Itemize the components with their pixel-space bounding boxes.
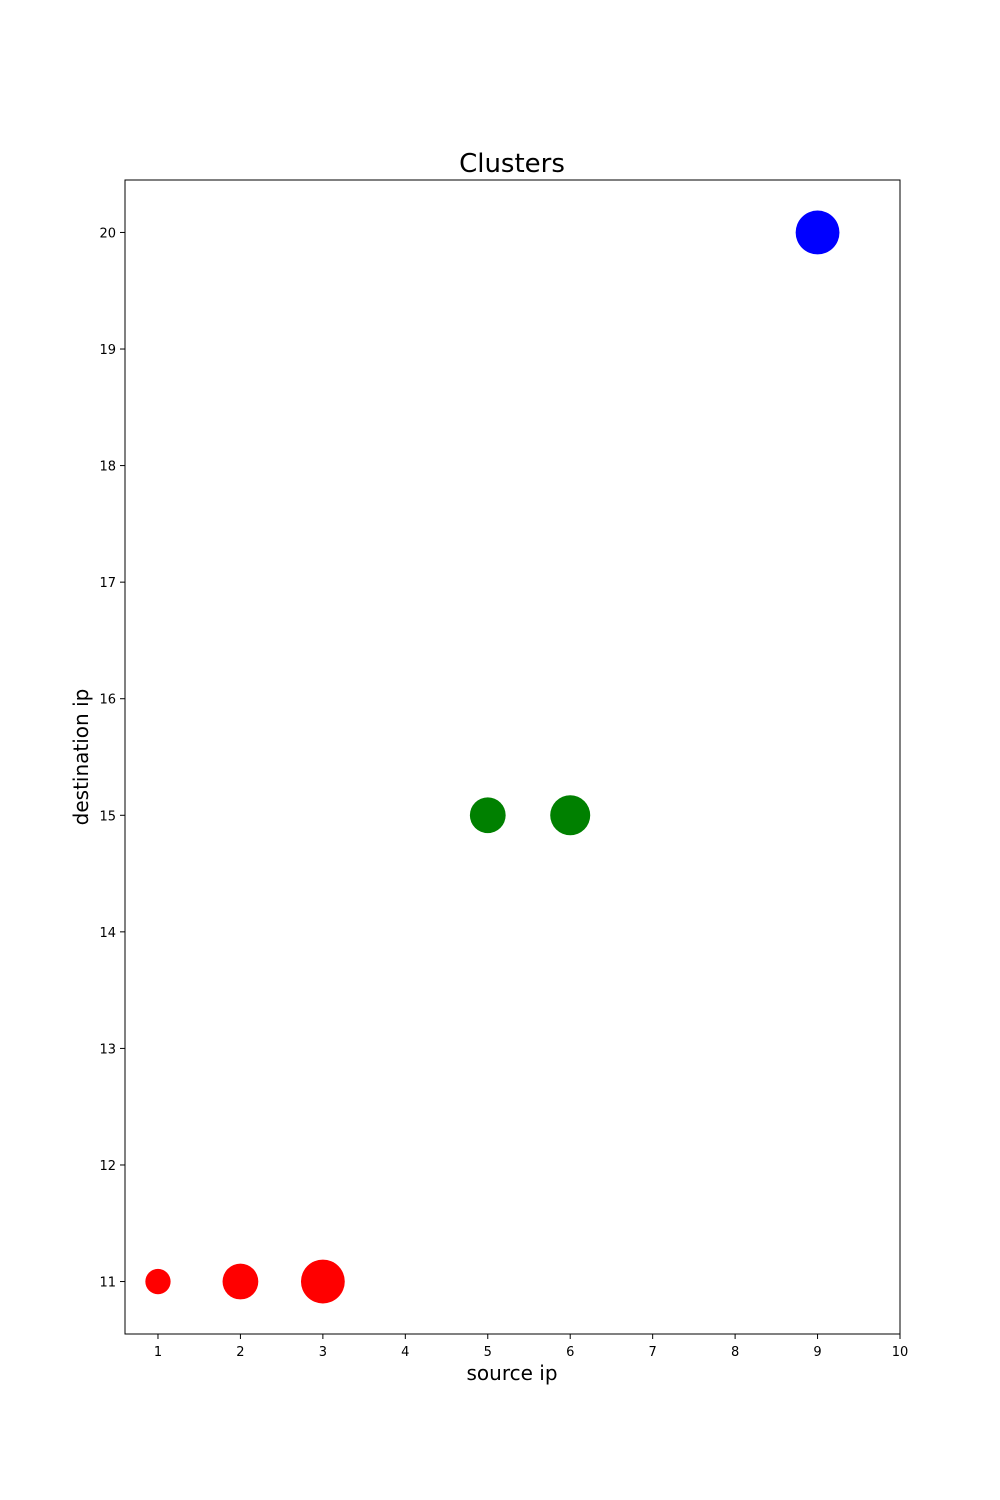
x-tick-label: 1 [154, 1345, 162, 1360]
x-axis-label: source ip [466, 1361, 557, 1385]
cluster-green-point [550, 795, 591, 836]
cluster-red-point [145, 1268, 171, 1295]
y-tick-label: 15 [99, 809, 116, 824]
x-tick-label: 10 [892, 1345, 909, 1360]
x-tick-label: 7 [649, 1345, 657, 1360]
x-axis-ticks: 1 2 3 4 5 6 7 8 9 10 [154, 1334, 908, 1360]
y-tick-label: 12 [99, 1159, 116, 1174]
x-tick-label: 9 [813, 1345, 821, 1360]
y-tick-label: 11 [99, 1276, 116, 1291]
cluster-red-point [222, 1263, 259, 1300]
x-tick-label: 3 [319, 1345, 327, 1360]
y-axis-label: destination ip [69, 689, 93, 826]
x-tick-label: 8 [731, 1345, 739, 1360]
y-tick-label: 13 [99, 1042, 116, 1057]
x-tick-label: 6 [566, 1345, 574, 1360]
y-tick-label: 14 [99, 926, 116, 941]
cluster-green-point [469, 797, 506, 834]
x-tick-label: 4 [401, 1345, 409, 1360]
x-tick-label: 5 [484, 1345, 492, 1360]
plot-area-frame [124, 179, 901, 1335]
cluster-red-point [300, 1259, 345, 1304]
y-axis-ticks: 11 12 13 14 15 16 17 18 19 20 [99, 226, 125, 1291]
y-tick-label: 16 [99, 693, 116, 708]
y-tick-label: 19 [99, 343, 116, 358]
y-tick-label: 20 [99, 226, 116, 241]
y-tick-label: 18 [99, 460, 116, 475]
y-tick-label: 17 [99, 576, 116, 591]
chart-title: Clusters [459, 149, 565, 179]
x-tick-label: 2 [236, 1345, 244, 1360]
data-points [145, 210, 840, 1304]
cluster-blue-point [795, 210, 840, 255]
